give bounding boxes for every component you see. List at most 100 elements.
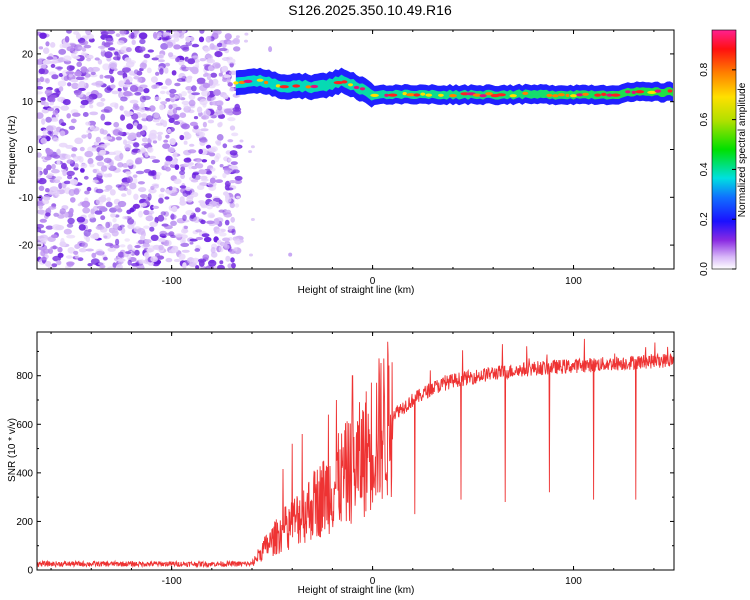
noise-speckle [132,177,138,185]
noise-speckle [218,47,228,52]
noise-speckle [222,237,231,242]
noise-speckle [89,73,98,78]
noise-speckle [127,244,133,251]
noise-speckle [156,255,165,260]
noise-speckle [136,131,142,138]
noise-speckle [150,204,155,211]
noise-speckle [216,42,223,48]
noise-speckle [180,64,187,70]
y-tick-label: 200 [16,517,33,528]
noise-speckle [122,84,131,88]
noise-speckle [65,154,71,160]
noise-speckle [234,175,243,181]
noise-speckle [63,228,72,235]
noise-speckle [169,88,177,94]
noise-speckle [99,144,107,149]
noise-speckle [78,81,87,88]
noise-speckle [103,42,111,48]
noise-speckle [178,59,185,66]
x-tick-label: 100 [565,276,582,287]
noise-speckle [78,248,87,253]
noise-speckle [124,238,130,242]
noise-speckle [37,209,45,215]
x-tick-label: 0 [370,276,376,287]
noise-speckle [133,193,139,200]
noise-speckle [233,247,238,252]
noise-speckle [219,260,224,265]
noise-speckle [136,76,143,83]
noise-speckle [189,238,198,242]
noise-speckle [138,259,145,265]
noise-speckle [137,181,145,185]
noise-speckle [208,184,214,188]
noise-speckle [95,198,104,206]
noise-speckle [74,253,80,259]
noise-speckle [66,113,71,119]
noise-speckle [226,58,236,64]
noise-speckle [154,96,161,101]
snr-axes: -100 0 100 0 200 400 600 800 [16,332,674,587]
noise-speckle [72,50,78,54]
noise-speckle [224,196,232,203]
noise-speckle [53,179,61,184]
noise-speckle [82,112,89,117]
noise-speckle [160,86,168,90]
noise-speckle [68,125,76,130]
noise-speckle [80,66,88,73]
noise-speckle [107,247,116,252]
noise-speckle [99,149,106,156]
noise-speckle [183,104,189,109]
noise-speckle [179,112,187,118]
noise-speckle [221,42,227,49]
ridge-hotspot [233,81,239,85]
noise-speckle [181,123,190,130]
noise-speckle [181,100,190,105]
noise-speckle [219,241,226,247]
noise-speckle [138,239,145,244]
noise-speckle [218,72,223,77]
ridge-hotspot [341,80,348,84]
noise-speckle [165,98,171,102]
colorbar: 0.0 0.2 0.4 0.6 0.8 Normalized spectral ampl… [699,29,748,276]
noise-speckle [131,262,140,267]
noise-speckle [195,62,200,68]
noise-speckle [73,250,79,255]
noise-speckle [59,130,66,137]
noise-speckle [215,140,222,145]
noise-speckle [196,159,201,163]
noise-speckle [171,246,179,253]
noise-speckle [115,238,120,246]
noise-speckle [227,82,233,87]
noise-speckle [200,128,209,132]
noise-speckle [234,203,240,208]
noise-speckle [52,105,61,109]
noise-speckle [134,92,142,96]
noise-speckle [42,199,50,205]
noise-speckle [150,234,159,241]
noise-speckle [104,121,112,126]
spectrogram-x-label: Height of straight line (km) [298,285,415,296]
noise-speckle [84,190,90,195]
ridge-hotspot [405,93,416,97]
noise-speckle [168,117,175,124]
noise-speckle [185,209,194,216]
noise-speckle [139,95,146,103]
noise-speckle [190,179,199,183]
noise-speckle [166,130,173,134]
noise-speckle [58,48,67,55]
colorbar-frame [711,29,737,270]
noise-speckle [152,184,159,189]
noise-speckle [47,130,52,135]
noise-speckle [110,213,116,218]
noise-speckle [239,139,244,143]
noise-speckle [66,223,74,228]
noise-speckle [39,57,43,61]
noise-speckle [158,193,165,199]
noise-speckle [133,142,140,148]
noise-speckle [186,157,191,161]
noise-speckle [59,43,65,49]
noise-speckle [216,228,225,234]
noise-speckle [57,252,64,258]
noise-speckle [132,174,138,178]
